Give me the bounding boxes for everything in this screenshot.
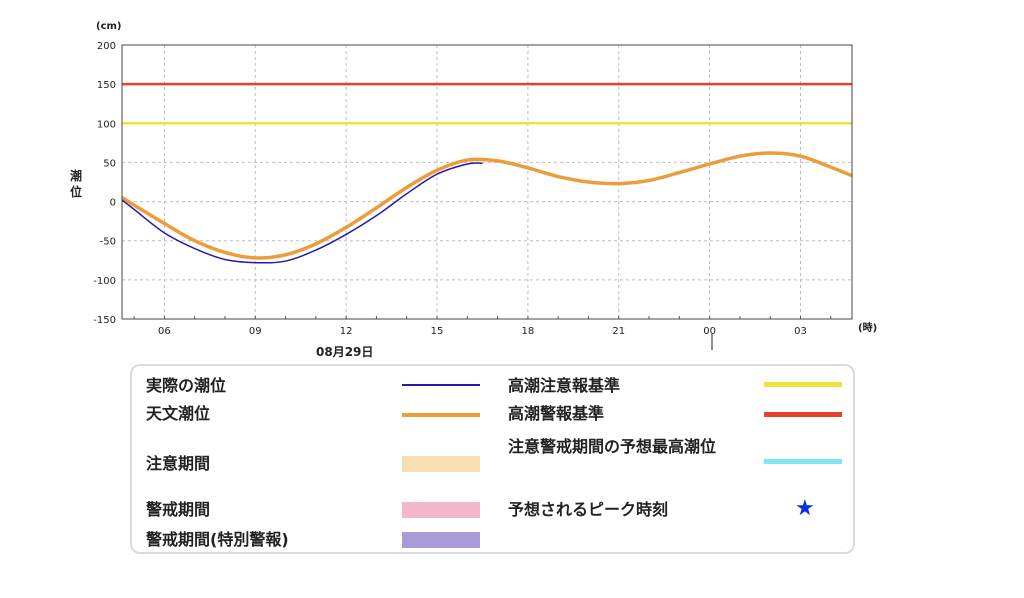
x-tick-labels: 06 09 12 15 18 21 00 03 xyxy=(158,326,807,337)
legend-swatch-storm-surge-warning xyxy=(764,412,842,417)
x-unit-label: (時) xyxy=(858,321,877,334)
y-unit-label: (cm) xyxy=(96,21,122,32)
legend: 実際の潮位 天文潮位 注意期間 警戒期間 警戒期間(特別警報) 高潮注意報基準 … xyxy=(130,364,855,554)
x-tick-label: 12 xyxy=(340,326,353,337)
series-line-astronomical-tide xyxy=(121,151,853,260)
legend-swatch-storm-surge-advisory xyxy=(764,382,842,387)
legend-label-peak-time: 予想されるピーク時刻 xyxy=(508,500,669,519)
x-tick-label: 03 xyxy=(794,326,807,337)
x-tick-label: 15 xyxy=(431,326,444,337)
legend-label-astronomical-tide: 天文潮位 xyxy=(146,404,211,423)
legend-label-storm-surge-advisory: 高潮注意報基準 xyxy=(508,376,621,395)
legend-swatch-actual-tide xyxy=(402,384,480,386)
tide-chart: 200 150 100 50 0 -50 -100 -150 06 09 12 15 18 21 00 03… xyxy=(70,21,877,359)
legend-swatch-warning-period xyxy=(402,502,480,518)
legend-label-actual-tide: 実際の潮位 xyxy=(146,376,227,395)
y-tick-label: 200 xyxy=(97,41,116,52)
legend-label-storm-surge-warning: 高潮警報基準 xyxy=(508,404,605,423)
legend-label-warning-period: 警戒期間 xyxy=(146,500,211,519)
y-tick-label: -150 xyxy=(93,315,116,326)
y-tick-label: 50 xyxy=(103,158,116,169)
legend-swatch-special-warning-period xyxy=(402,532,480,548)
series-line-actual-tide xyxy=(121,162,483,264)
star-icon: ★ xyxy=(795,496,815,521)
x-tick-label: 06 xyxy=(158,326,171,337)
y-axis-label-char-2: 位 xyxy=(70,184,82,199)
x-tick-label: 00 xyxy=(703,326,716,337)
legend-label-predicted-max-tide: 注意警戒期間の予想最高潮位 xyxy=(508,437,717,456)
y-tick-label: 150 xyxy=(97,80,116,91)
y-tick-label: 100 xyxy=(97,119,116,130)
y-tick-label: -50 xyxy=(100,237,116,248)
legend-swatch-predicted-max-tide xyxy=(764,459,842,464)
y-tick-label: -100 xyxy=(93,276,116,287)
legend-label-special-warning-period: 警戒期間(特別警報) xyxy=(146,530,289,549)
x-tick-label: 21 xyxy=(612,326,625,337)
threshold-lines xyxy=(122,82,852,125)
y-tick-label: 0 xyxy=(110,198,116,209)
y-axis-label-char-1: 潮 xyxy=(70,168,82,183)
series-lines xyxy=(121,151,853,264)
legend-swatch-caution-period xyxy=(402,456,480,472)
y-tick-labels: 200 150 100 50 0 -50 -100 -150 xyxy=(93,41,116,326)
grid xyxy=(122,45,852,319)
plot-border xyxy=(121,44,853,320)
date-label: 08月29日 xyxy=(316,345,373,359)
x-tick-label: 18 xyxy=(522,326,535,337)
x-tick-label: 09 xyxy=(249,326,262,337)
legend-label-caution-period: 注意期間 xyxy=(146,454,211,473)
legend-swatch-astronomical-tide xyxy=(402,413,480,417)
plot-frame xyxy=(121,44,853,320)
